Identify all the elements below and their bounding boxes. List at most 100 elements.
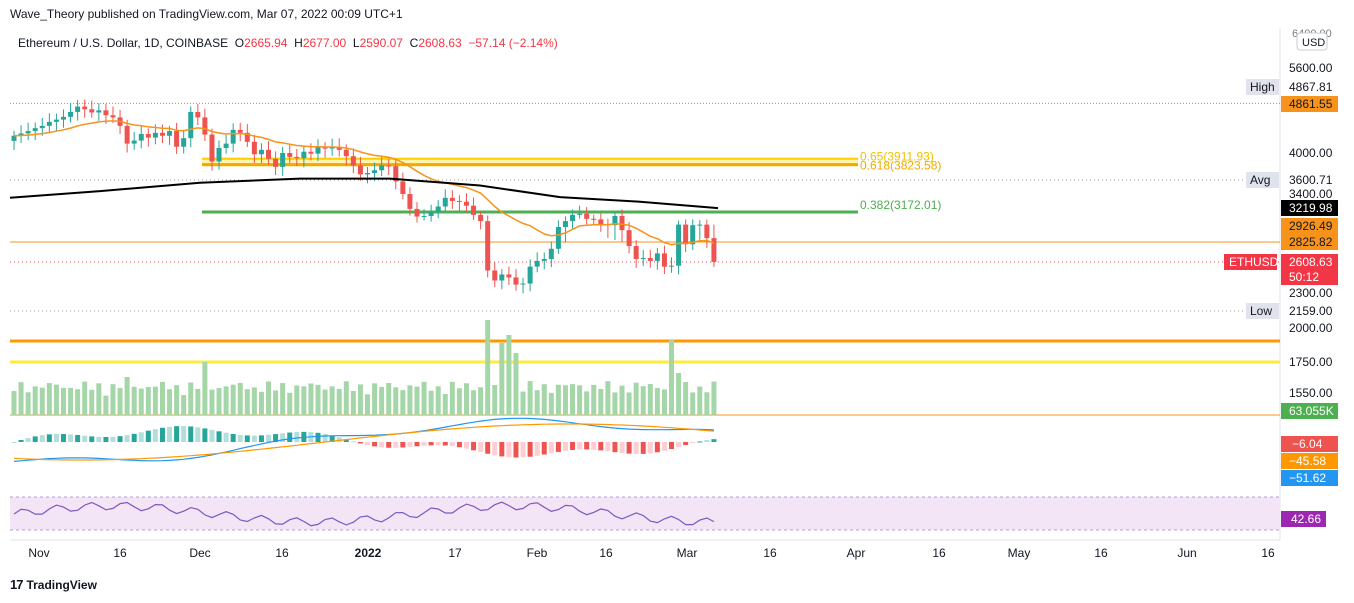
macd-bar [562,442,568,451]
macd-bar [39,435,45,442]
candle-body [683,224,689,245]
candle-body [407,194,413,209]
candle-body [39,125,45,129]
volume-bar [640,386,646,415]
macd-bar [350,441,356,443]
price-label-2825-value: 2825.82 [1289,235,1333,249]
macd-bar [584,442,590,450]
candle-body [372,170,378,174]
time-axis-tick: May [1008,546,1031,560]
price-label-ema-box [1281,218,1338,234]
candle-body [336,146,342,150]
candle-body [711,238,717,262]
macd-bar [11,442,17,443]
macd-bar [103,437,109,442]
volume-bar [591,384,597,415]
candle-body [202,117,208,135]
candle-body [244,132,250,142]
volume-bar [32,386,38,415]
candle-body [287,153,293,157]
macd-bar [138,432,144,442]
volume-bar [605,381,611,415]
macd-bar [365,442,370,446]
candle-body [350,156,356,166]
price-label-low: 2159.00 Low [1246,303,1338,319]
candle-body [577,213,583,215]
currency-button-label: USD [1302,37,1325,49]
time-axis-tick: 16 [599,546,613,560]
tradingview-footer: 17 TradingView [10,577,97,592]
volume-bar [386,382,392,415]
time-axis-tick: Nov [28,546,49,560]
candle-body [562,221,568,228]
volume-bar [428,390,434,415]
macd-bar [188,426,194,442]
price-label-avg-tag-box [1246,172,1279,188]
price-axis-tick: 3400.00 [1289,187,1333,201]
candle-body [365,173,370,175]
candle-body [131,140,137,144]
volume-bar [117,387,123,415]
price-axis-tick: 4000.00 [1289,146,1333,160]
macd-line-box [1281,470,1338,486]
macd-bar [251,435,257,442]
macd-hist-box [1281,436,1338,452]
volume-bar [82,381,88,415]
volume-bar [18,382,24,415]
symbol-name[interactable]: Ethereum / U.S. Dollar, 1D, COINBASE [18,36,229,50]
macd-bar [216,431,222,442]
price-label-low-tag: Low [1250,304,1272,318]
volume-bar [661,389,667,415]
volume-bar [570,384,576,415]
macd-bar [32,436,38,442]
macd-bar [167,426,173,442]
candle-body [138,133,144,141]
rsi-line [13,501,715,527]
volume-bar [11,391,17,415]
candle-body [506,274,512,278]
candle-body [103,110,109,116]
volume-bar [442,393,448,415]
volume-bar [676,373,682,415]
macd-bar [209,429,215,442]
macd-bar [690,442,696,444]
macd-bar [555,442,561,452]
volume-bar [612,392,618,415]
price-label-high-tag-box [1246,79,1279,95]
volume-bar [159,381,165,415]
macd-bar [294,432,300,442]
macd-bar [449,442,455,447]
price-label-sma-value: 3219.98 [1289,201,1333,215]
candle-body [690,225,696,245]
candle-body [209,134,215,162]
volume-bar [75,389,81,415]
volume-bar [124,377,130,415]
volume-bar [301,386,307,415]
macd-bar [60,434,66,442]
fib-label-0618: 0.618(3823.58) [860,159,941,173]
volume-bar [555,384,561,415]
candle-body [25,131,31,134]
volume-bar [711,381,717,415]
candle-body [555,227,561,249]
price-label-ema: 2926.49 [1281,218,1338,234]
candle-body [471,205,477,215]
candle-body [68,111,74,117]
candle-body [640,258,646,260]
candle-body [591,218,597,220]
candle-body [251,141,257,155]
volume-bar [244,389,250,415]
candle-body [357,165,363,175]
macd-bar [704,440,710,442]
volume-bar [513,353,519,415]
volume-bar [322,389,328,415]
candle-body [96,110,102,113]
volume-bar [138,388,144,415]
candle-body [520,283,526,285]
price-label-sma: 3219.98 [1281,200,1338,216]
macd-bar [577,442,583,450]
candle-body [704,224,710,239]
volume-label: 63.055K [1281,403,1338,419]
